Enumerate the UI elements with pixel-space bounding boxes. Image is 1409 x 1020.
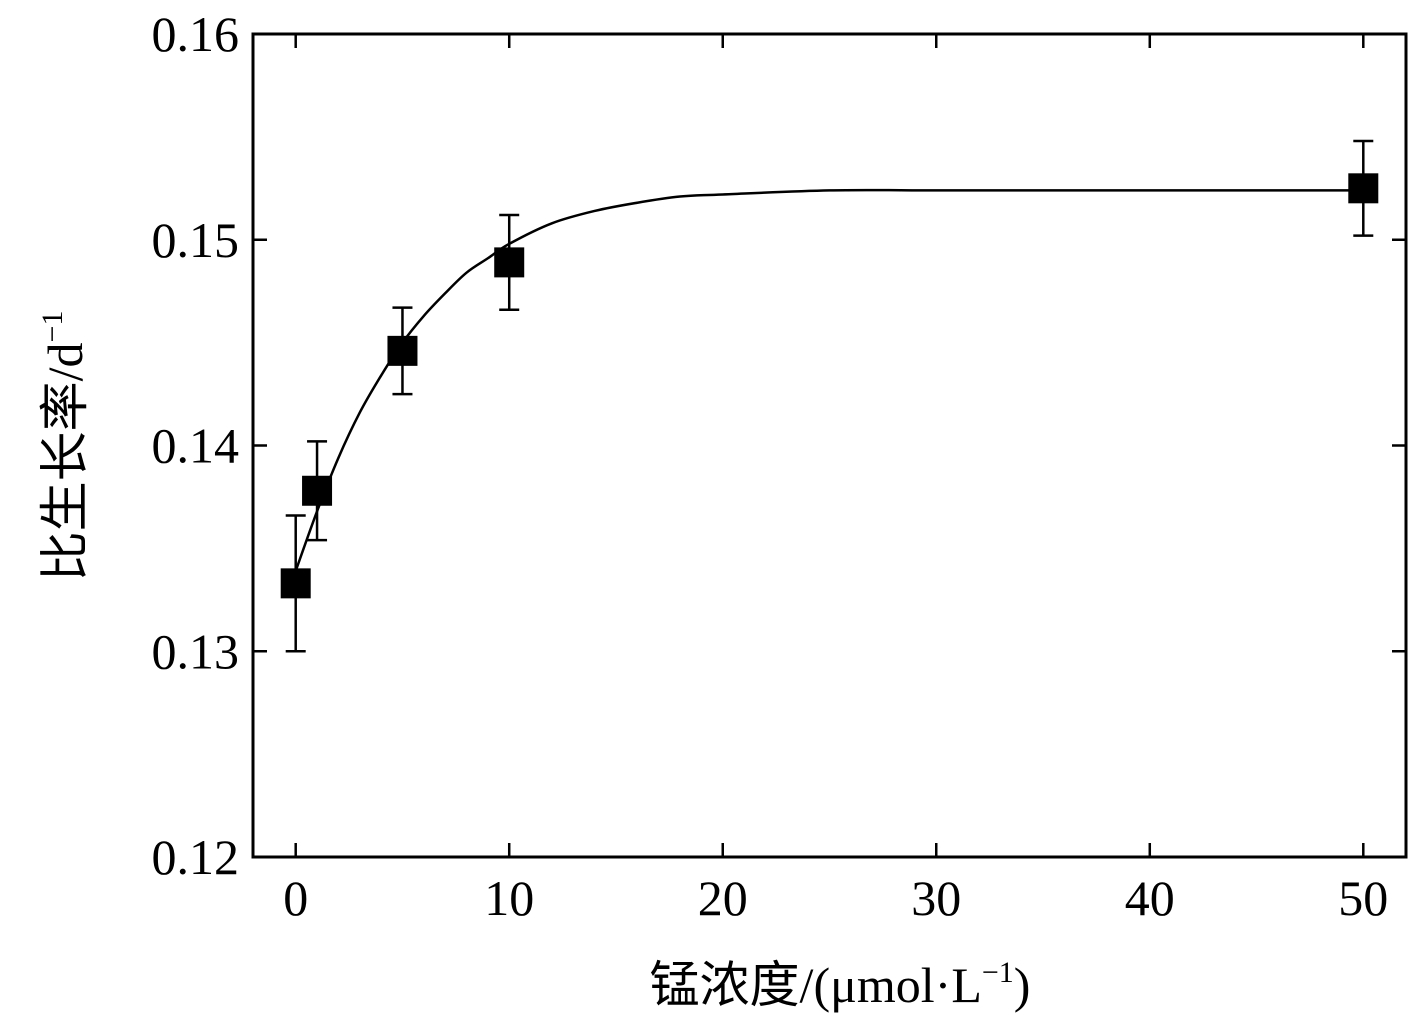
y-tick-label: 0.15 xyxy=(152,212,240,268)
data-point xyxy=(280,568,311,599)
x-tick-label: 10 xyxy=(484,870,534,926)
x-axis-title-suffix: ) xyxy=(1014,957,1031,1013)
data-point xyxy=(1348,173,1379,204)
ticks xyxy=(253,32,1406,859)
data-point xyxy=(494,247,525,278)
x-axis-title-sup: −1 xyxy=(982,956,1014,989)
y-axis-title-main: 比生长率/d xyxy=(37,343,93,582)
error-bars xyxy=(285,139,1374,653)
x-tick-label: 40 xyxy=(1125,870,1175,926)
tick-labels: 0 10 20 30 40 50 0.12 0.13 0.14 0.15 0.16 xyxy=(152,6,1389,926)
x-axis-title-main: 锰浓度/(μmol·L xyxy=(650,957,982,1013)
y-tick-label: 0.14 xyxy=(152,418,240,474)
data-point xyxy=(387,335,418,366)
y-axis-title: 比生长率/d−1 xyxy=(36,311,93,582)
plot-frame xyxy=(251,32,1408,859)
y-tick-label: 0.16 xyxy=(152,6,240,62)
x-tick-label: 0 xyxy=(283,870,308,926)
x-tick-label: 50 xyxy=(1338,870,1388,926)
data-points xyxy=(280,173,1379,599)
x-axis-title: 锰浓度/(μmol·L−1) xyxy=(650,956,1031,1013)
y-tick-label: 0.12 xyxy=(152,829,240,885)
fit-curve-group xyxy=(294,188,1364,572)
y-tick-label: 0.13 xyxy=(152,623,240,679)
x-tick-label: 20 xyxy=(698,870,748,926)
x-tick-label: 30 xyxy=(911,870,961,926)
data-point xyxy=(302,475,333,506)
y-axis-title-sup: −1 xyxy=(36,311,69,343)
fit-curve xyxy=(294,188,1364,572)
